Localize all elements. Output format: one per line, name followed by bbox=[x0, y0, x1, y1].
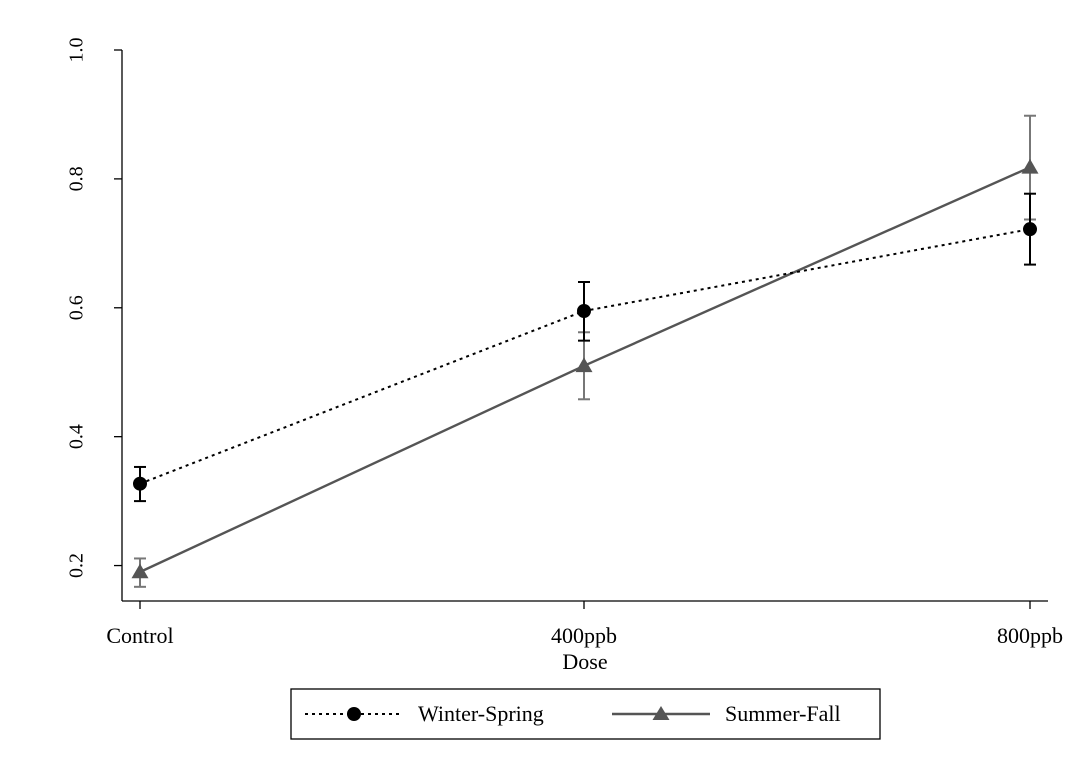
data-point bbox=[577, 304, 591, 318]
y-tick-label: 1.0 bbox=[66, 38, 88, 63]
x-tick-label: Control bbox=[106, 623, 173, 648]
axes: 0.2 0.4 0.6 0.8 1.0 Control 400ppb 800ppb bbox=[66, 38, 1063, 649]
legend-swatch-marker bbox=[652, 706, 670, 720]
y-tick-label: 0.8 bbox=[66, 166, 88, 191]
legend-swatch-marker bbox=[347, 707, 361, 721]
x-axis-label: Dose bbox=[562, 649, 607, 674]
legend-label: Summer-Fall bbox=[725, 701, 841, 726]
series-winter-spring bbox=[133, 192, 1037, 503]
data-point bbox=[133, 476, 147, 491]
x-tick-label: 800ppb bbox=[997, 623, 1063, 648]
y-tick-label: 0.6 bbox=[66, 295, 88, 320]
y-tick-label: 0.2 bbox=[66, 553, 88, 578]
data-point bbox=[1021, 158, 1039, 174]
series-layer bbox=[131, 114, 1039, 588]
series-summer-fall bbox=[131, 114, 1039, 588]
data-point bbox=[575, 357, 593, 373]
x-tick-label: 400ppb bbox=[551, 623, 617, 648]
y-tick-label: 0.4 bbox=[66, 424, 88, 449]
data-point bbox=[1023, 222, 1037, 237]
legend-label: Winter-Spring bbox=[418, 701, 544, 726]
data-point bbox=[131, 563, 149, 579]
legend: Winter-Spring Summer-Fall bbox=[290, 688, 881, 740]
